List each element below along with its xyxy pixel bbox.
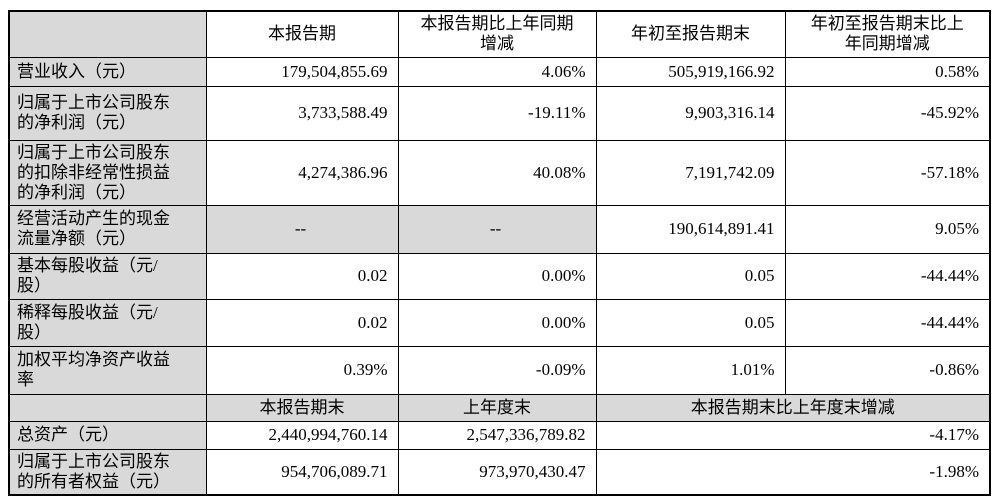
value-cell: 9,903,316.14 xyxy=(595,85,786,141)
table-row-diluted-eps: 稀释每股收益（元/ 股） 0.02 0.00% 0.05 -44.44% xyxy=(8,298,991,347)
value-cell: -4.17% xyxy=(595,420,991,450)
value-cell: 179,504,855.69 xyxy=(205,56,399,87)
row-label-cell: 归属于上市公司股东 的净利润（元） xyxy=(8,85,207,141)
period-end-header-row: 本报告期末 上年度末 本报告期末比上年度末增减 xyxy=(8,393,991,422)
table-row-operating-cash-flow: 经营活动产生的现金 流量净额（元） -- -- 190,614,891.41 9… xyxy=(8,204,991,254)
value-cell: 7,191,742.09 xyxy=(595,139,786,206)
value-cell: 190,614,891.41 xyxy=(595,204,786,254)
value-cell: 0.39% xyxy=(205,345,399,395)
table-row-shareholders-equity: 归属于上市公司股东 的所有者权益（元） 954,706,089.71 973,9… xyxy=(8,448,991,495)
value-cell: 4.06% xyxy=(397,56,597,87)
value-cell: -- xyxy=(397,204,597,254)
value-cell: -- xyxy=(205,204,399,254)
value-cell: -45.92% xyxy=(784,85,991,141)
row-label-cell: 基本每股收益（元/ 股） xyxy=(8,252,207,300)
value-cell: -0.86% xyxy=(784,345,991,395)
value-cell: 0.02 xyxy=(205,298,399,347)
value-cell: 954,706,089.71 xyxy=(205,448,399,495)
row-label-cell: 归属于上市公司股东 的扣除非经常性损益 的净利润（元） xyxy=(8,139,207,206)
value-cell: 0.00% xyxy=(397,298,597,347)
table-row-total-assets: 总资产（元） 2,440,994,760.14 2,547,336,789.82… xyxy=(8,420,991,450)
row-label-cell: 归属于上市公司股东 的所有者权益（元） xyxy=(8,448,207,495)
financial-summary-table: 本报告期 本报告期比上年同期 增减 年初至报告期末 年初至报告期末比上 年同期增… xyxy=(8,10,991,496)
value-cell: 0.02 xyxy=(205,252,399,300)
value-cell: -44.44% xyxy=(784,252,991,300)
column-header-ytd: 年初至报告期末 xyxy=(595,10,786,58)
row-label-cell: 稀释每股收益（元/ 股） xyxy=(8,298,207,347)
value-cell: -19.11% xyxy=(397,85,597,141)
row-label-cell: 经营活动产生的现金 流量净额（元） xyxy=(8,204,207,254)
value-cell: 2,547,336,789.82 xyxy=(397,420,597,450)
value-cell: 1.01% xyxy=(595,345,786,395)
corner-header-cell xyxy=(8,10,207,58)
value-cell: 4,274,386.96 xyxy=(205,139,399,206)
value-cell: 973,970,430.47 xyxy=(397,448,597,495)
table-row-net-profit: 归属于上市公司股东 的净利润（元） 3,733,588.49 -19.11% 9… xyxy=(8,85,991,141)
value-cell: -44.44% xyxy=(784,298,991,347)
table-row-basic-eps: 基本每股收益（元/ 股） 0.02 0.00% 0.05 -44.44% xyxy=(8,252,991,300)
table-row-net-profit-excl-nonrecurring: 归属于上市公司股东 的扣除非经常性损益 的净利润（元） 4,274,386.96… xyxy=(8,139,991,206)
column-header-ytd-change: 年初至报告期末比上 年同期增减 xyxy=(784,10,991,58)
value-cell: -1.98% xyxy=(595,448,991,495)
row-label-cell: 加权平均净资产收益 率 xyxy=(8,345,207,395)
table-row-revenue: 营业收入（元） 179,504,855.69 4.06% 505,919,166… xyxy=(8,56,991,87)
column-header-prev-year-end: 上年度末 xyxy=(397,393,597,422)
row-label-cell: 总资产（元） xyxy=(8,420,207,450)
value-cell: 0.05 xyxy=(595,298,786,347)
corner-header-cell xyxy=(8,393,207,422)
value-cell: 0.58% xyxy=(784,56,991,87)
value-cell: 505,919,166.92 xyxy=(595,56,786,87)
column-header-period-end-change: 本报告期末比上年度末增减 xyxy=(595,393,991,422)
column-header-current-period-change: 本报告期比上年同期 增减 xyxy=(397,10,597,58)
table-row-weighted-avg-roe: 加权平均净资产收益 率 0.39% -0.09% 1.01% -0.86% xyxy=(8,345,991,395)
period-header-row: 本报告期 本报告期比上年同期 增减 年初至报告期末 年初至报告期末比上 年同期增… xyxy=(8,10,991,58)
value-cell: 9.05% xyxy=(784,204,991,254)
value-cell: 3,733,588.49 xyxy=(205,85,399,141)
column-header-period-end: 本报告期末 xyxy=(205,393,399,422)
value-cell: -57.18% xyxy=(784,139,991,206)
column-header-current-period: 本报告期 xyxy=(205,10,399,58)
value-cell: 0.00% xyxy=(397,252,597,300)
value-cell: 40.08% xyxy=(397,139,597,206)
value-cell: 2,440,994,760.14 xyxy=(205,420,399,450)
row-label-cell: 营业收入（元） xyxy=(8,56,207,87)
value-cell: 0.05 xyxy=(595,252,786,300)
value-cell: -0.09% xyxy=(397,345,597,395)
